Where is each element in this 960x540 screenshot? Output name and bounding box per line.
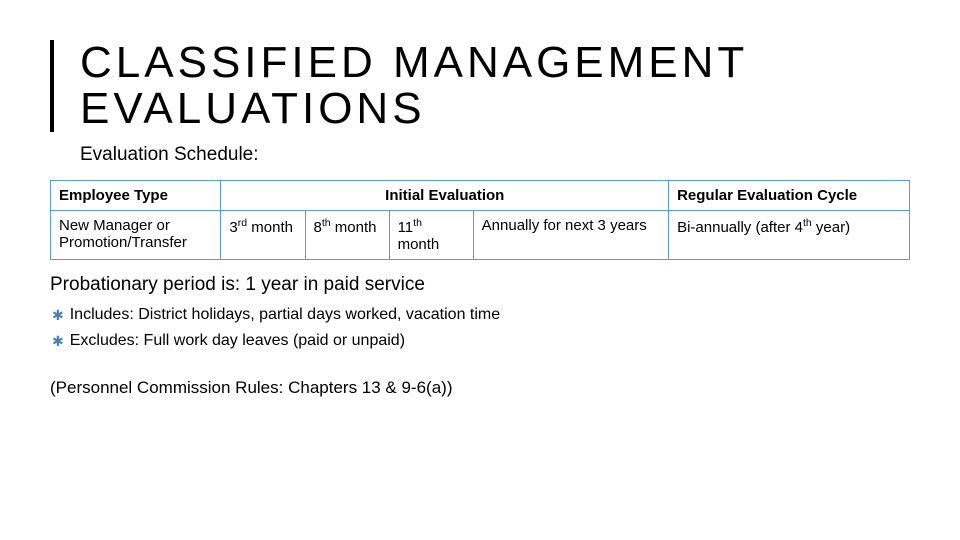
header-regular-cycle: Regular Evaluation Cycle — [669, 181, 910, 211]
title-block: CLASSIFIED MANAGEMENT EVALUATIONS — [50, 40, 910, 132]
title-accent-bar — [50, 40, 54, 132]
cell-initial-1-num: 3 — [229, 219, 237, 236]
cell-regular-sup: th — [803, 217, 812, 229]
probationary-text: Probationary period is: 1 year in paid s… — [50, 274, 910, 296]
cell-initial-1: 3rd month — [221, 211, 305, 260]
includes-text: District holidays, partial days worked, … — [134, 306, 500, 323]
cell-regular-pre: Bi-annually (after 4 — [677, 219, 803, 236]
cell-regular-cycle: Bi-annually (after 4th year) — [669, 211, 910, 260]
table-header-row: Employee Type Initial Evaluation Regular… — [51, 181, 910, 211]
cell-employee-type: New Manager or Promotion/Transfer — [51, 211, 221, 260]
cell-initial-2-num: 8 — [314, 219, 322, 236]
asterisk-icon: ✱ — [52, 306, 64, 326]
excludes-line: ✱ Excludes: Full work day leaves (paid o… — [52, 332, 910, 352]
evaluation-schedule-table: Employee Type Initial Evaluation Regular… — [50, 180, 910, 260]
cell-initial-3-rest: month — [398, 236, 440, 253]
excludes-content: Excludes: Full work day leaves (paid or … — [70, 332, 405, 350]
cell-initial-3-sup: th — [413, 217, 422, 229]
cell-initial-2: 8th month — [305, 211, 389, 260]
cell-regular-post: year) — [812, 219, 850, 236]
excludes-label: Excludes: — [70, 332, 139, 349]
cell-initial-3: 11th month — [389, 211, 473, 260]
asterisk-icon: ✱ — [52, 332, 64, 352]
cell-initial-3-num: 11 — [398, 219, 414, 236]
cell-initial-4: Annually for next 3 years — [473, 211, 668, 260]
table-row: New Manager or Promotion/Transfer 3rd mo… — [51, 211, 910, 260]
excludes-text: Full work day leaves (paid or unpaid) — [139, 332, 405, 349]
header-initial-evaluation: Initial Evaluation — [221, 181, 669, 211]
includes-content: Includes: District holidays, partial day… — [70, 306, 500, 324]
header-employee-type: Employee Type — [51, 181, 221, 211]
includes-label: Includes: — [70, 306, 134, 323]
cell-initial-2-sup: th — [322, 217, 331, 229]
includes-line: ✱ Includes: District holidays, partial d… — [52, 306, 910, 326]
subtitle: Evaluation Schedule: — [80, 144, 910, 166]
cell-initial-1-sup: rd — [238, 217, 247, 229]
cell-initial-2-rest: month — [331, 219, 377, 236]
citation-text: (Personnel Commission Rules: Chapters 13… — [50, 378, 910, 398]
cell-initial-1-rest: month — [247, 219, 293, 236]
page-title: CLASSIFIED MANAGEMENT EVALUATIONS — [80, 40, 910, 132]
